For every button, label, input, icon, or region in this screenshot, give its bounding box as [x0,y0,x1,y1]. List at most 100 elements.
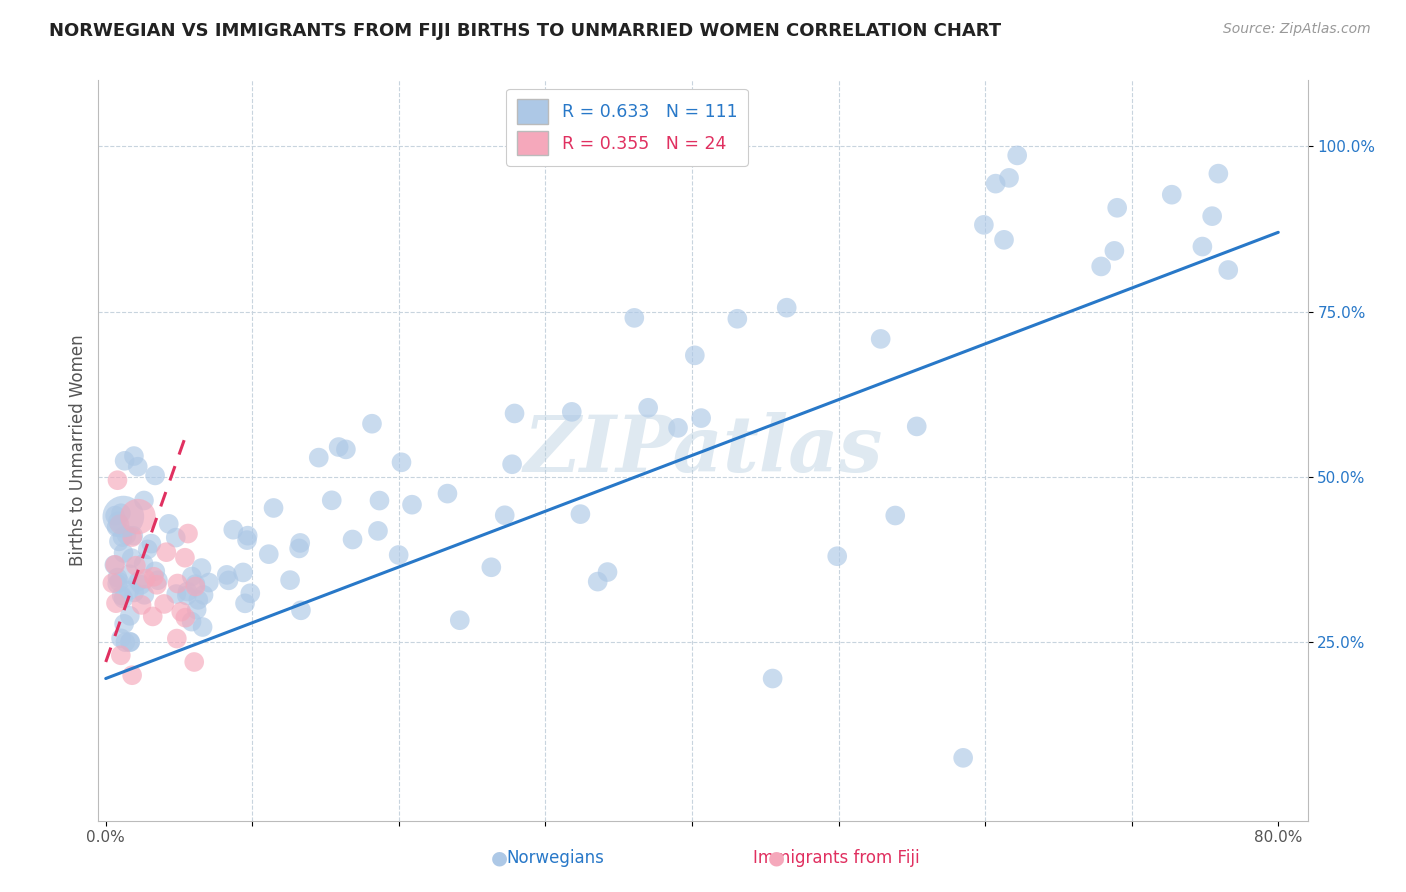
Point [127,509,149,524]
Point [115,528,138,542]
Point [118,583,141,598]
Point [1090,260,1112,274]
Point [165,587,187,601]
Point [180,569,202,583]
Point [174,610,197,624]
Point [328,440,350,454]
Point [112,509,135,524]
Point [290,603,312,617]
Point [993,233,1015,247]
Text: Norwegians: Norwegians [506,849,605,867]
Point [391,455,413,469]
Point [132,557,155,571]
Point [1104,244,1126,258]
Point [436,486,458,500]
Point [449,613,471,627]
Point [122,585,145,599]
Point [107,515,129,529]
Y-axis label: Births to Unmarried Women: Births to Unmarried Women [69,334,87,566]
Point [153,597,176,611]
Point [110,506,132,520]
Point [112,616,135,631]
Point [125,558,148,573]
Point [361,417,384,431]
Point [342,533,364,547]
Point [973,218,995,232]
Point [257,547,280,561]
Point [1107,201,1129,215]
Point [367,524,389,538]
Point [335,442,357,457]
Point [186,603,208,617]
Point [166,632,188,646]
Point [368,493,391,508]
Point [233,596,256,610]
Point [108,534,131,549]
Point [984,177,1007,191]
Point [1201,209,1223,223]
Point [108,574,131,589]
Point [869,332,891,346]
Point [236,529,259,543]
Point [183,655,205,669]
Point [120,635,142,649]
Point [180,615,202,629]
Point [884,508,907,523]
Point [176,589,198,603]
Point [623,310,645,325]
Point [683,348,706,362]
Point [501,457,523,471]
Point [666,421,689,435]
Point [121,668,143,682]
Point [134,572,156,586]
Point [637,401,659,415]
Point [104,596,127,610]
Point [187,592,209,607]
Point [114,635,136,649]
Point [101,576,124,591]
Point [1160,187,1182,202]
Text: Source: ZipAtlas.com: Source: ZipAtlas.com [1223,22,1371,37]
Point [569,507,592,521]
Point [104,508,127,523]
Point [218,574,240,588]
Point [134,588,156,602]
Point [142,609,165,624]
Point [121,551,143,566]
Point [825,549,848,564]
Point [586,574,609,589]
Point [170,605,193,619]
Point [479,560,502,574]
Point [308,450,330,465]
Point [278,573,301,587]
Point [143,564,166,578]
Text: ●: ● [768,848,785,868]
Point [107,473,129,487]
Point [998,170,1021,185]
Point [596,565,619,579]
Point [110,648,132,663]
Point [122,529,145,543]
Point [198,575,221,590]
Point [155,545,177,559]
Point [108,517,131,532]
Point [191,620,214,634]
Point [494,508,516,523]
Point [321,493,343,508]
Point [215,567,238,582]
Point [232,566,254,580]
Point [236,533,259,548]
Point [952,751,974,765]
Point [142,570,165,584]
Point [184,579,207,593]
Point [157,516,180,531]
Point [725,311,748,326]
Text: NORWEGIAN VS IMMIGRANTS FROM FIJI BIRTHS TO UNMARRIED WOMEN CORRELATION CHART: NORWEGIAN VS IMMIGRANTS FROM FIJI BIRTHS… [49,22,1001,40]
Point [112,591,135,606]
Point [105,520,128,534]
Point [131,598,153,612]
Point [176,584,198,599]
Point [1191,239,1213,253]
Point [177,526,200,541]
Point [1208,167,1230,181]
